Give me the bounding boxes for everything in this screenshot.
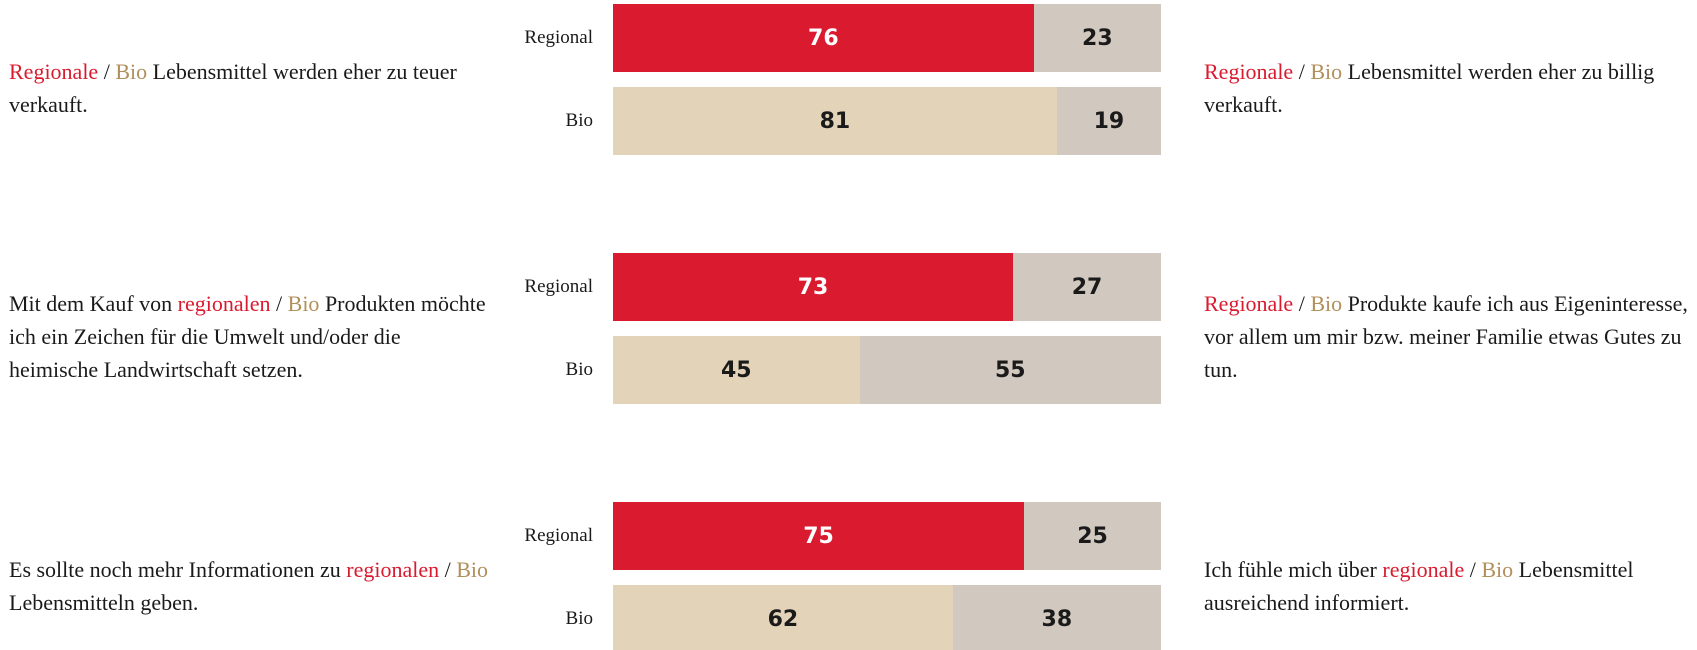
- value-label: 73: [797, 274, 829, 300]
- statement-text: Bio: [1481, 556, 1514, 582]
- row-label: Regional: [524, 525, 593, 546]
- statement-text: /: [1464, 556, 1482, 582]
- statement-text: Produkten möchte ich ein Zeichen für die…: [9, 291, 492, 382]
- value-label: 62: [767, 606, 799, 632]
- statement-left: Mit dem Kauf von regionalen / Bio Produk…: [9, 261, 489, 412]
- bar-segment: [1024, 502, 1161, 570]
- statement-text: Bio: [115, 58, 148, 84]
- statement-text: Mit dem Kauf von: [9, 291, 178, 316]
- statement-text: Lebensmitteln geben.: [9, 556, 494, 615]
- statement-text: Regionale: [1204, 58, 1294, 84]
- statement-text: Lebensmittel werden eher zu billig verka…: [1204, 58, 1660, 117]
- row-label: Bio: [565, 110, 593, 131]
- statement-text: /: [98, 58, 116, 84]
- statement-text: /: [439, 556, 457, 582]
- row-label: Regional: [524, 276, 593, 297]
- statement-text: regionalen: [346, 556, 440, 582]
- bar-segment: [613, 336, 860, 404]
- statement-right: Regionale / Bio Produkte kaufe ich aus E…: [1204, 261, 1689, 412]
- statement-text: Bio: [1310, 58, 1343, 84]
- statement-text: Lebensmittel werden eher zu teuer verkau…: [9, 58, 463, 117]
- statement-text: Bio: [1310, 291, 1343, 316]
- value-label: 19: [1093, 108, 1125, 134]
- value-label: 75: [803, 523, 834, 549]
- value-label: 55: [994, 357, 1026, 383]
- value-label: 27: [1071, 274, 1103, 300]
- statement-left: Regionale / Bio Lebensmittel werden eher…: [9, 12, 489, 163]
- bar-segment: [1013, 253, 1161, 321]
- bar-segment: [613, 585, 953, 650]
- value-label: 81: [819, 108, 851, 134]
- bar-segment: [613, 4, 1034, 72]
- bar-segment: [1056, 87, 1161, 155]
- bar-segment: [613, 502, 1024, 570]
- statement-text: Ich fühle mich über: [1204, 556, 1383, 582]
- statement-text: /: [1293, 58, 1311, 84]
- statement-right: Regionale / Bio Lebensmittel werden eher…: [1204, 12, 1689, 163]
- bar-segment: [1033, 4, 1161, 72]
- statement-text: Regionale: [9, 58, 99, 84]
- statement-text: Regionale: [1204, 291, 1294, 316]
- statement-text: Bio: [456, 556, 489, 582]
- bar-segment: [613, 87, 1057, 155]
- bar-segment: [952, 585, 1161, 650]
- statement-text: regionalen: [177, 291, 271, 316]
- statement-right: Ich fühle mich über regionale / Bio Lebe…: [1204, 510, 1689, 650]
- row-label: Bio: [565, 359, 593, 380]
- row-label: Regional: [524, 27, 593, 48]
- value-label: 45: [720, 357, 752, 383]
- statement-text: Bio: [287, 291, 320, 316]
- statement-text: Produkte kaufe ich aus Eigeninteresse, v…: [1204, 291, 1694, 382]
- value-label: 25: [1077, 523, 1108, 549]
- statement-text: Lebensmittel ausreichend informiert.: [1204, 556, 1640, 615]
- statement-text: Es sollte noch mehr Informationen zu: [9, 556, 347, 582]
- value-label: 38: [1041, 606, 1073, 632]
- statement-text: regionale: [1382, 556, 1465, 582]
- statement-text: /: [1293, 291, 1311, 316]
- bar-segment: [859, 336, 1161, 404]
- value-label: 23: [1082, 25, 1113, 51]
- row-label: Bio: [565, 608, 593, 629]
- bar-segment: [613, 253, 1014, 321]
- statement-text: /: [270, 291, 288, 316]
- value-label: 76: [808, 25, 839, 51]
- statement-left: Es sollte noch mehr Informationen zu reg…: [9, 510, 489, 650]
